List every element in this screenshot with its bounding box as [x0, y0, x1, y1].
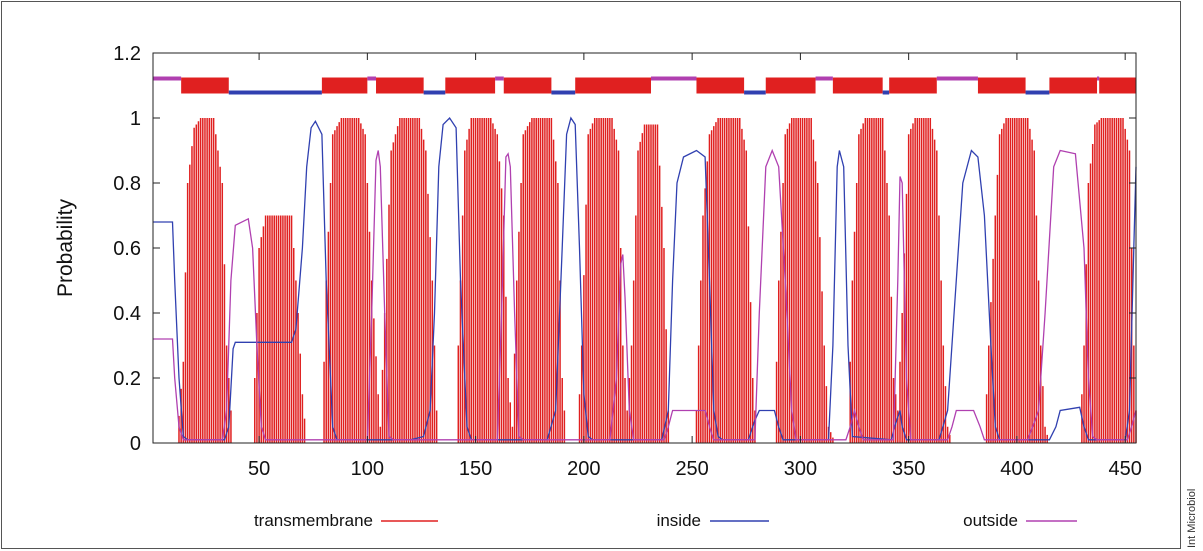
y-tick-label: 1 — [130, 108, 141, 130]
topology-segment-transmembrane — [1049, 77, 1098, 94]
topology-segment-transmembrane — [321, 77, 368, 94]
topology-track — [153, 76, 1136, 95]
topology-segment-outside — [936, 76, 978, 81]
inside-series-line — [153, 116, 1137, 441]
topology-segment-transmembrane — [575, 77, 651, 94]
topology-segment-transmembrane — [1099, 77, 1136, 94]
plot-area — [153, 76, 1137, 443]
y-tick-label: 0 — [130, 433, 141, 455]
y-tick-label: 1.2 — [113, 43, 141, 65]
axes: 0 0.2 0.4 0.6 0.8 1 1.2 50 100 150 200 250 300 350 400… — [54, 43, 1142, 480]
credit-label: Int Microbiol — [1186, 488, 1198, 548]
topology-segment-inside — [744, 90, 766, 95]
topology-segment-outside — [495, 76, 504, 81]
topology-segment-transmembrane — [445, 77, 496, 94]
legend-label-transmembrane: transmembrane — [254, 511, 373, 530]
legend-label-inside: inside — [657, 511, 701, 530]
y-tick-label: 0.2 — [113, 368, 141, 390]
outside-series-line — [153, 148, 1137, 441]
y-tick-label: 0.4 — [113, 303, 141, 325]
x-tick-label: 400 — [1000, 458, 1033, 480]
x-tick-label: 250 — [675, 458, 708, 480]
x-tick-label: 50 — [248, 458, 270, 480]
topology-segment-transmembrane — [977, 77, 1026, 94]
topology-segment-outside — [1097, 76, 1100, 81]
x-tick-label: 200 — [567, 458, 600, 480]
topology-segment-inside — [228, 90, 322, 95]
topology-segment-transmembrane — [696, 77, 745, 94]
topology-segment-transmembrane — [181, 77, 229, 94]
topology-segment-transmembrane — [503, 77, 552, 94]
topology-segment-inside — [551, 90, 576, 95]
x-tick-label: 450 — [1108, 458, 1141, 480]
chart-frame — [1, 1, 1181, 549]
topology-segment-inside — [1025, 90, 1050, 95]
topology-segment-outside — [650, 76, 697, 81]
topology-segment-outside — [367, 76, 377, 81]
topology-segment-transmembrane — [832, 77, 883, 94]
topology-segment-transmembrane — [889, 77, 937, 94]
x-tick-label: 100 — [351, 458, 384, 480]
y-axis-label: Probability — [54, 198, 77, 297]
x-tick-label: 300 — [784, 458, 817, 480]
y-tick-label: 0.6 — [113, 238, 141, 260]
x-tick-label: 350 — [892, 458, 925, 480]
legend: transmembrane inside outside — [254, 511, 1077, 530]
topology-segment-inside — [423, 90, 446, 95]
topology-segment-inside — [882, 90, 890, 95]
topology-segment-outside — [153, 76, 182, 81]
topology-segment-transmembrane — [765, 77, 816, 94]
topology-segment-outside — [815, 76, 833, 81]
legend-label-outside: outside — [963, 511, 1018, 530]
y-tick-label: 0.8 — [113, 173, 141, 195]
topology-segment-transmembrane — [376, 77, 424, 94]
x-tick-label: 150 — [459, 458, 492, 480]
